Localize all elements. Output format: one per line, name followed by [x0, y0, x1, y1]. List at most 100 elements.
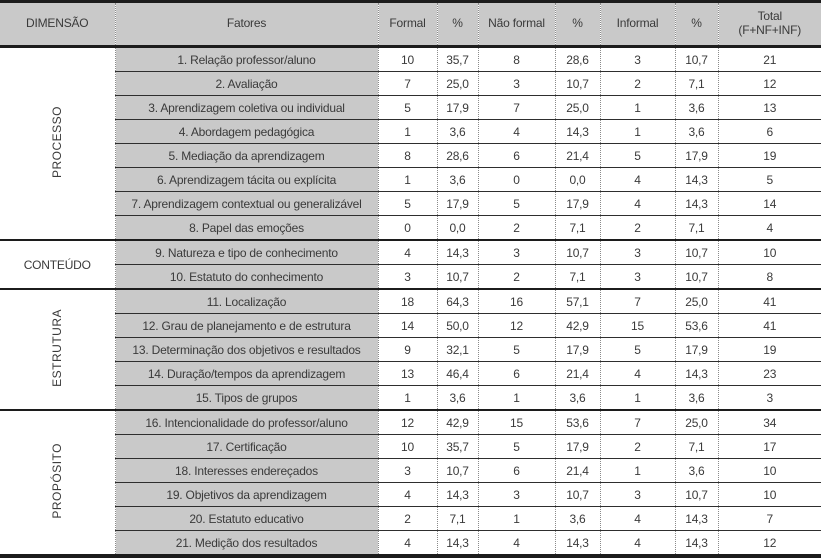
table-row: CONTEÚDO 9. Natureza e tipo de conhecimen… [0, 239, 821, 289]
formal-pct-cell: 35,7 [436, 434, 478, 459]
informal-count-cell: 1 [599, 458, 675, 483]
table-row: 6. Aprendizagem tácita ou explícita 1 3,6 0… [0, 167, 821, 192]
informal-pct-cell: 17,9 [674, 143, 718, 168]
factor-cell: 2. Avaliação [114, 71, 378, 96]
naoformal-pct-cell: 3,6 [554, 506, 600, 531]
factor-cell: 4. Abordagem pedagógica [114, 119, 378, 144]
table-row: 4. Abordagem pedagógica 1 3,6 4 14,3 1 3,6 6 [0, 119, 821, 144]
dimension-cell-conteúdo: CONTEÚDO [0, 239, 115, 289]
informal-pct-cell: 10,7 [674, 45, 718, 72]
factor-cell: 1. Relação professor/aluno [114, 45, 378, 72]
informal-pct-cell: 14,3 [674, 530, 718, 556]
total-cell: 41 [717, 288, 821, 314]
table-row: 2. Avaliação 7 25,0 3 10,7 2 7,1 12 [0, 71, 821, 96]
informal-pct-cell: 10,7 [674, 239, 718, 265]
dimension-label: PROPÓSITO [50, 443, 65, 519]
informal-count-cell: 7 [599, 288, 675, 314]
header-formal: Formal [377, 1, 437, 48]
total-cell: 4 [717, 215, 821, 240]
naoformal-count-cell: 3 [477, 71, 555, 96]
formal-count-cell: 2 [377, 506, 437, 531]
informal-count-cell: 4 [599, 361, 675, 386]
header-pct-formal: % [436, 1, 478, 48]
formal-pct-cell: 14,3 [436, 530, 478, 556]
formal-pct-cell: 64,3 [436, 288, 478, 314]
dimension-label: PROCESSO [50, 105, 65, 178]
informal-pct-cell: 10,7 [674, 264, 718, 289]
formal-pct-cell: 35,7 [436, 45, 478, 72]
header-total: Total (F+NF+INF) [717, 1, 821, 48]
formal-count-cell: 3 [377, 264, 437, 289]
formal-count-cell: 9 [377, 337, 437, 362]
formal-pct-cell: 50,0 [436, 313, 478, 338]
naoformal-pct-cell: 28,6 [554, 45, 600, 72]
informal-count-cell: 15 [599, 313, 675, 338]
formal-count-cell: 18 [377, 288, 437, 314]
informal-pct-cell: 14,3 [674, 191, 718, 216]
formal-pct-cell: 3,6 [436, 385, 478, 410]
informal-count-cell: 2 [599, 434, 675, 459]
naoformal-count-cell: 0 [477, 167, 555, 192]
table-row: 13. Determinação dos objetivos e resulta… [0, 337, 821, 362]
header-total-line2: (F+NF+INF) [738, 23, 802, 37]
informal-count-cell: 5 [599, 143, 675, 168]
formal-count-cell: 4 [377, 530, 437, 556]
factor-cell: 6. Aprendizagem tácita ou explícita [114, 167, 378, 192]
naoformal-pct-cell: 57,1 [554, 288, 600, 314]
informal-count-cell: 3 [599, 264, 675, 289]
naoformal-count-cell: 5 [477, 191, 555, 216]
table-row: 18. Interesses endereçados 3 10,7 6 21,4 1 3,6… [0, 458, 821, 483]
informal-count-cell: 2 [599, 215, 675, 240]
formal-count-cell: 1 [377, 119, 437, 144]
total-cell: 17 [717, 434, 821, 459]
informal-count-cell: 1 [599, 119, 675, 144]
formal-pct-cell: 7,1 [436, 506, 478, 531]
total-cell: 8 [717, 264, 821, 289]
naoformal-pct-cell: 10,7 [554, 239, 600, 265]
table-body: PROCESSO 1. Relação professor/aluno 10 35,7… [0, 45, 821, 556]
informal-count-cell: 4 [599, 530, 675, 556]
naoformal-pct-cell: 25,0 [554, 95, 600, 120]
dimension-label: ESTRUTURA [50, 309, 65, 387]
naoformal-count-cell: 2 [477, 215, 555, 240]
informal-pct-cell: 25,0 [674, 409, 718, 435]
table-row: PROPÓSITO 16. Intencionalidade do profess… [0, 409, 821, 556]
naoformal-pct-cell: 14,3 [554, 530, 600, 556]
total-cell: 12 [717, 530, 821, 556]
naoformal-count-cell: 1 [477, 385, 555, 410]
factor-cell: 16. Intencionalidade do professor/aluno [114, 409, 378, 435]
naoformal-pct-cell: 17,9 [554, 434, 600, 459]
header-fatores: Fatores [114, 1, 378, 48]
total-cell: 19 [717, 143, 821, 168]
informal-pct-cell: 3,6 [674, 119, 718, 144]
formal-pct-cell: 14,3 [436, 482, 478, 507]
table-row: 8. Papel das emoções 0 0,0 2 7,1 2 7,1 4 [0, 215, 821, 240]
factor-cell: 21. Medição dos resultados [114, 530, 378, 556]
naoformal-count-cell: 6 [477, 143, 555, 168]
factor-cell: 8. Papel das emoções [114, 215, 378, 240]
formal-pct-cell: 17,9 [436, 95, 478, 120]
table-row: 14. Duração/tempos da aprendizagem 13 46,4… [0, 361, 821, 386]
formal-pct-cell: 14,3 [436, 239, 478, 265]
total-cell: 12 [717, 71, 821, 96]
total-cell: 3 [717, 385, 821, 410]
naoformal-pct-cell: 42,9 [554, 313, 600, 338]
naoformal-count-cell: 3 [477, 239, 555, 265]
header-pct-informal: % [674, 1, 718, 48]
informal-pct-cell: 3,6 [674, 385, 718, 410]
table-row: 5. Mediação da aprendizagem 8 28,6 6 21,4 5 17… [0, 143, 821, 168]
formal-pct-cell: 32,1 [436, 337, 478, 362]
formal-pct-cell: 10,7 [436, 458, 478, 483]
factor-cell: 15. Tipos de grupos [114, 385, 378, 410]
naoformal-count-cell: 4 [477, 530, 555, 556]
naoformal-count-cell: 8 [477, 45, 555, 72]
informal-pct-cell: 14,3 [674, 506, 718, 531]
factor-cell: 20. Estatuto educativo [114, 506, 378, 531]
informal-count-cell: 7 [599, 409, 675, 435]
naoformal-pct-cell: 17,9 [554, 191, 600, 216]
dimension-cell-estrutura: ESTRUTURA [0, 288, 115, 410]
informal-pct-cell: 7,1 [674, 215, 718, 240]
total-cell: 10 [717, 482, 821, 507]
formal-count-cell: 13 [377, 361, 437, 386]
